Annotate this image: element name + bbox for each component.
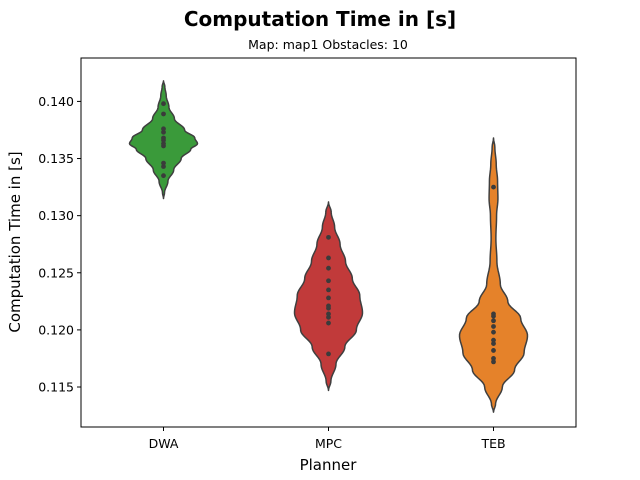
data-point-dwa (161, 111, 166, 117)
data-point-dwa (161, 129, 166, 135)
y-axis-ticks: 0.115 0.120 0.125 0.130 0.135 0.140 (38, 94, 81, 395)
data-point-teb (491, 184, 496, 190)
y-tick-label: 0.140 (38, 94, 74, 109)
data-point-teb (491, 356, 496, 361)
data-point-mpc (326, 278, 331, 284)
y-tick-label: 0.135 (38, 151, 74, 166)
data-point-teb (491, 324, 496, 329)
data-point-mpc (326, 255, 331, 261)
data-point-mpc (326, 320, 331, 326)
data-point-teb (491, 348, 496, 353)
data-point-dwa (161, 126, 166, 132)
chart-subtitle: Map: map1 Obstacles: 10 (248, 37, 408, 52)
data-point-teb (491, 318, 496, 324)
data-point-teb (491, 359, 496, 365)
chart-title: Computation Time in [s] (184, 7, 456, 31)
x-tick-label: DWA (149, 436, 179, 451)
data-point-teb (491, 329, 496, 335)
data-point-dwa (161, 164, 166, 169)
x-axis-ticks: DWA MPC TEB (149, 427, 506, 451)
data-point-dwa (161, 135, 166, 141)
data-point-mpc (326, 311, 331, 317)
data-point-mpc (326, 303, 331, 309)
x-tick-label: TEB (480, 436, 505, 451)
y-tick-label: 0.115 (38, 380, 74, 395)
x-axis-label: Planner (300, 456, 358, 474)
data-point-mpc (326, 287, 331, 293)
data-point-mpc (326, 314, 331, 320)
data-point-dwa (161, 160, 166, 166)
violins-group (128, 80, 529, 413)
y-tick-label: 0.125 (38, 265, 74, 280)
data-point-mpc (326, 234, 331, 240)
data-point-teb (491, 311, 496, 317)
data-point-dwa (161, 101, 166, 107)
x-tick-label: MPC (315, 436, 342, 451)
y-axis-label: Computation Time in [s] (6, 151, 24, 332)
data-point-mpc (326, 295, 331, 301)
data-point-mpc (326, 351, 331, 357)
violin-teb (458, 137, 529, 413)
y-tick-label: 0.120 (38, 322, 74, 337)
data-point-teb (491, 341, 496, 347)
data-point-mpc (326, 265, 331, 271)
data-point-teb (491, 337, 496, 343)
data-point-dwa (161, 173, 166, 179)
data-point-dwa (161, 141, 166, 147)
y-tick-label: 0.130 (38, 208, 74, 223)
